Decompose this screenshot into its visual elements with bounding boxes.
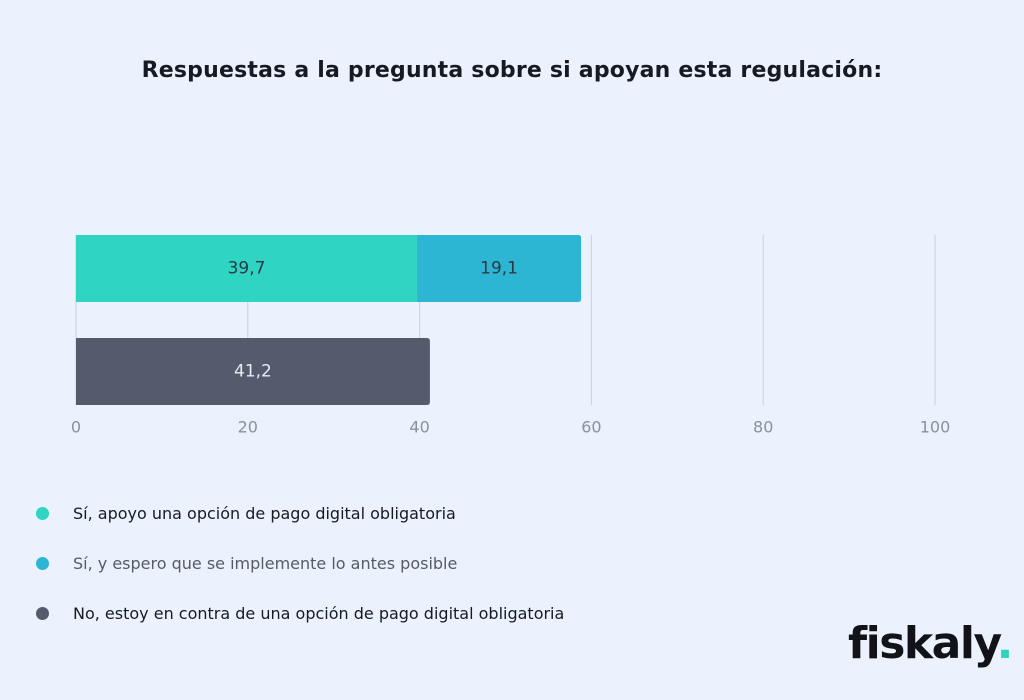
legend-item: Sí, apoyo una opción de pago digital obl… bbox=[36, 488, 564, 538]
brand-name: fiskaly bbox=[848, 618, 998, 669]
legend: Sí, apoyo una opción de pago digital obl… bbox=[36, 488, 564, 638]
brand-dot: . bbox=[996, 618, 1014, 669]
x-tick-label: 20 bbox=[238, 418, 258, 437]
x-tick-label: 100 bbox=[920, 418, 951, 437]
legend-swatch bbox=[36, 606, 49, 620]
data-label: 19,1 bbox=[480, 259, 518, 279]
legend-label: No, estoy en contra de una opción de pag… bbox=[73, 603, 565, 623]
bar-segment bbox=[417, 235, 582, 302]
data-label: 41,2 bbox=[234, 362, 272, 382]
legend-label: Sí, apoyo una opción de pago digital obl… bbox=[73, 503, 456, 523]
legend-swatch bbox=[36, 506, 49, 520]
legend-item: No, estoy en contra de una opción de pag… bbox=[36, 588, 564, 638]
chart-title: Respuestas a la pregunta sobre si apoyan… bbox=[141, 58, 883, 83]
legend-swatch bbox=[36, 556, 49, 570]
bar-segment bbox=[76, 235, 418, 302]
brand-logo: fiskaly. bbox=[848, 622, 1013, 666]
x-tick-label: 0 bbox=[71, 418, 81, 437]
legend-label: Sí, y espero que se implemente lo antes … bbox=[73, 553, 458, 573]
x-tick-label: 40 bbox=[409, 418, 429, 437]
x-tick-label: 60 bbox=[581, 418, 601, 437]
legend-item: Sí, y espero que se implemente lo antes … bbox=[36, 538, 564, 588]
data-label: 39,7 bbox=[228, 259, 266, 279]
bar-segment bbox=[76, 338, 430, 405]
x-tick-label: 80 bbox=[753, 418, 773, 437]
bar-chart: 0 20 40 60 80 100 39,7 19,1 41,2 bbox=[71, 235, 951, 437]
